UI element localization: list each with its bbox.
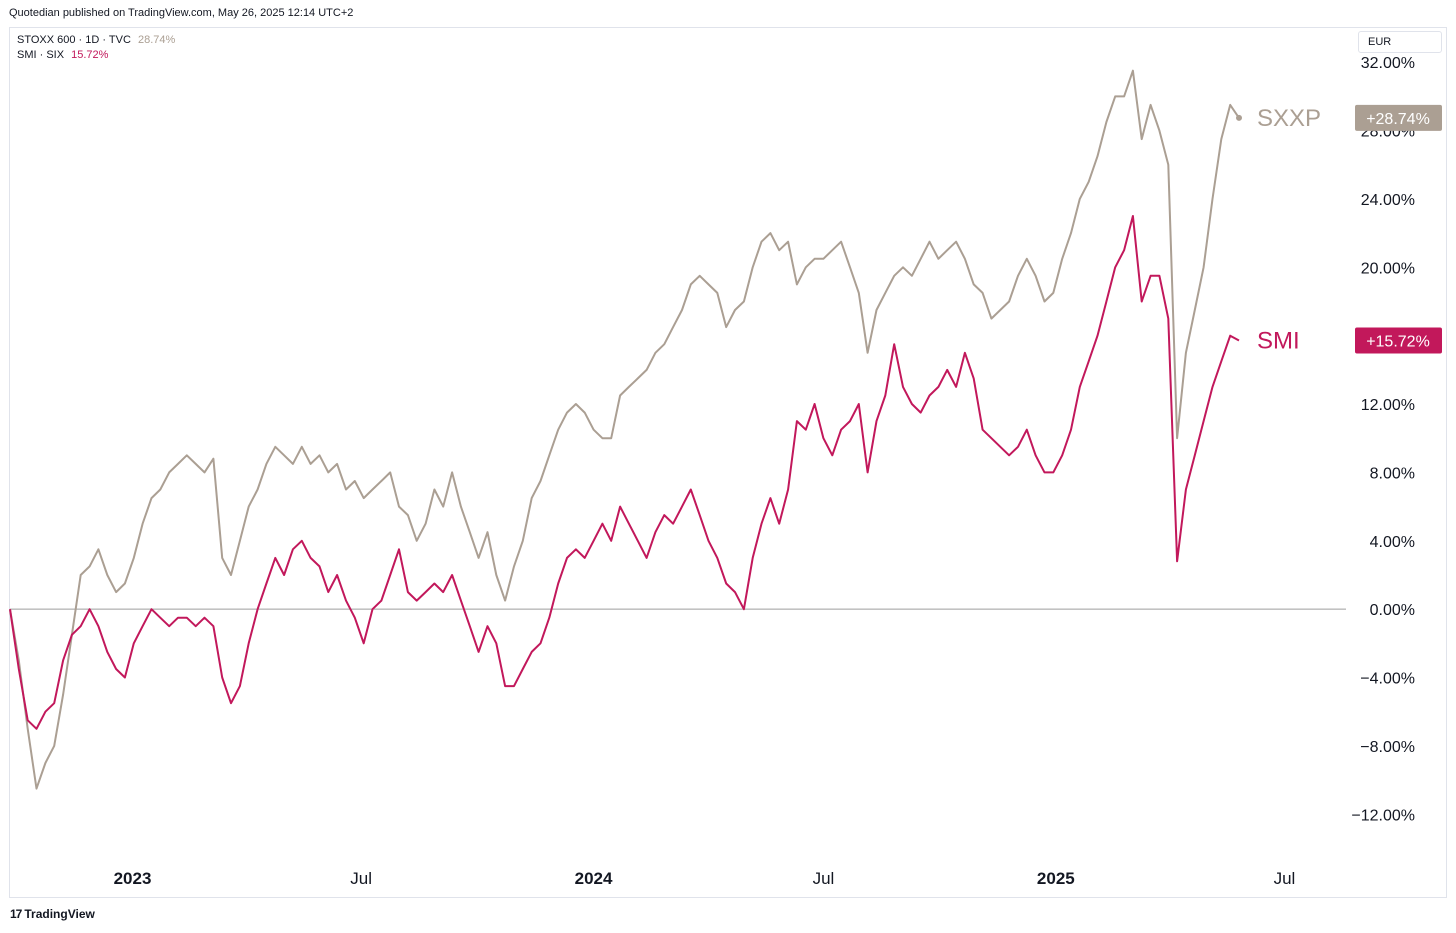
last-value-tag-smi [1355,327,1442,354]
footer-brand-text: TradingView [24,907,95,921]
legend-value-smi: 15.72% [71,49,109,61]
legend-label-stoxx600: STOXX 600 · 1D · TVC [17,34,131,46]
x-tick-label: 2024 [575,869,613,888]
chart-frame [9,27,1447,898]
x-tick-label: 2025 [1037,869,1075,888]
chart-legend: STOXX 600 · 1D · TVC 28.74% SMI · SIX 15… [17,33,175,63]
series-name-label-sxxp: SXXP [1257,105,1321,132]
x-tick-label: 2023 [114,869,152,888]
last-value-text-sxxp: +28.74% [1366,111,1430,128]
y-tick-label: 12.00% [1361,397,1415,414]
published-by-text: Quotedian published on TradingView.com, … [9,7,354,19]
series-line-sxxp[interactable] [9,69,1240,790]
x-tick-label: Jul [813,869,835,888]
last-value-tag-sxxp [1355,104,1442,131]
y-tick-label: 24.00% [1361,192,1415,209]
y-tick-label: 8.00% [1370,465,1415,482]
y-tick-label: 0.00% [1370,602,1415,619]
currency-selector[interactable]: EUR [1358,31,1442,53]
y-tick-label: −4.00% [1360,671,1415,688]
x-tick-label: Jul [350,869,372,888]
y-tick-label: 20.00% [1361,260,1415,277]
y-tick-label: −8.00% [1360,739,1415,756]
legend-value-stoxx600: 28.74% [137,34,176,46]
last-value-text-smi: +15.72% [1366,333,1430,350]
series-line-smi[interactable] [9,215,1240,730]
footer-brand: 17 TradingView [10,907,95,921]
series-name-label-smi: SMI [1257,327,1300,354]
legend-label-smi: SMI · SIX [17,49,65,61]
legend-row-smi[interactable]: SMI · SIX 15.72% [17,48,175,63]
y-tick-label: 4.00% [1370,534,1415,551]
series-last-point-sxxp [1236,114,1242,121]
tradingview-logo-icon: 17 [10,907,22,921]
x-tick-label: Jul [1274,869,1296,888]
y-tick-label: 32.00% [1361,55,1415,72]
y-tick-label: −12.00% [1351,807,1415,824]
legend-row-stoxx600[interactable]: STOXX 600 · 1D · TVC 28.74% [17,33,175,48]
